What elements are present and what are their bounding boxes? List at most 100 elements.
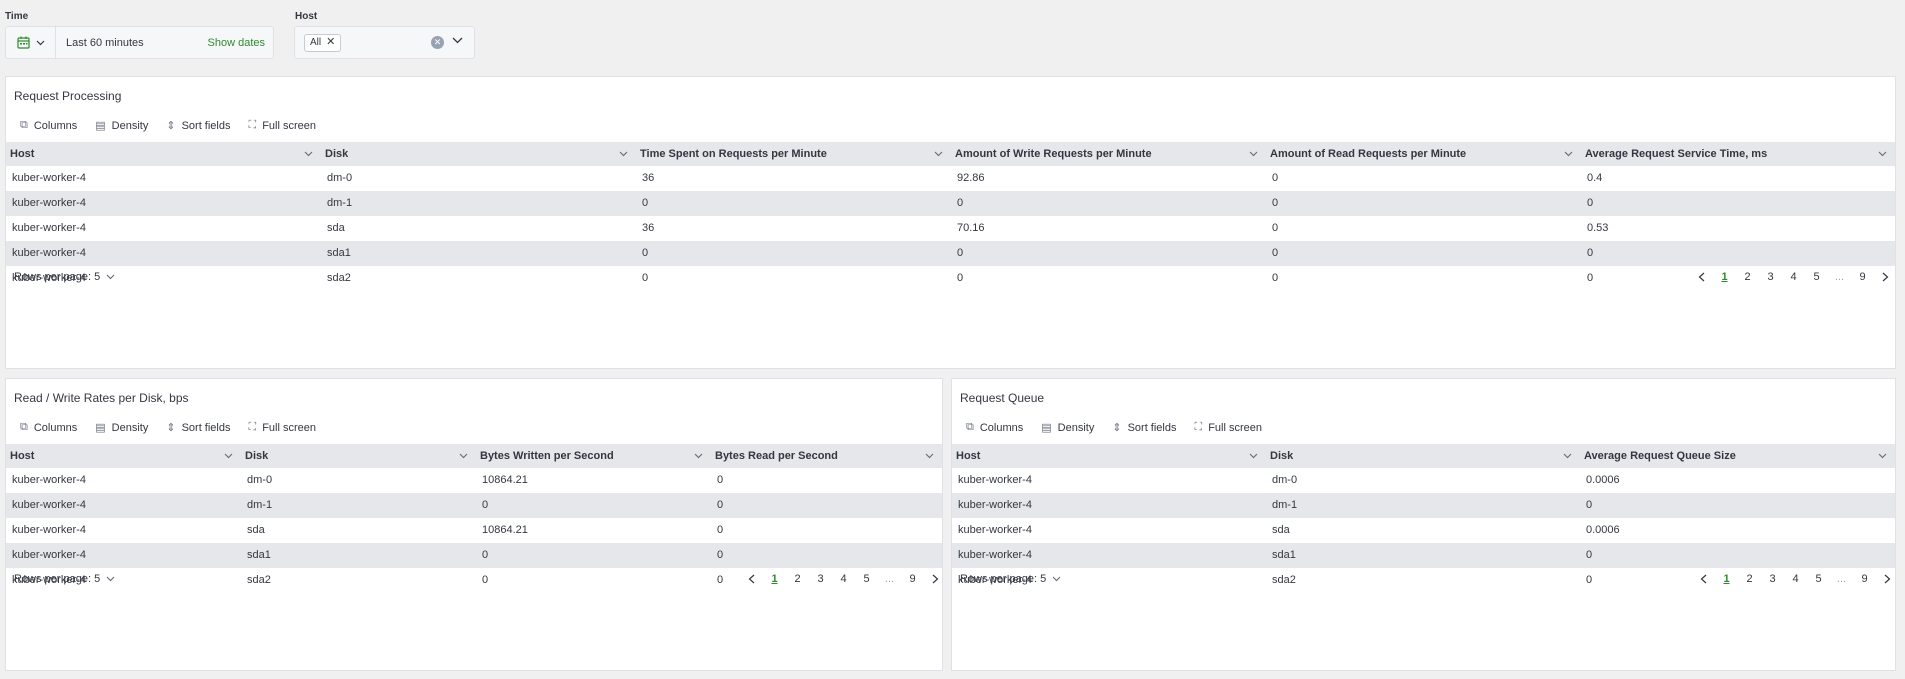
chevron-down-icon[interactable]: [224, 444, 233, 468]
column-header[interactable]: Bytes Written per Second: [476, 444, 711, 468]
full-screen-button[interactable]: ⛶ Full screen: [1195, 421, 1263, 434]
columns-button[interactable]: ⧉ Columns: [20, 421, 77, 434]
page-button[interactable]: 2: [1744, 271, 1751, 283]
read-write-rates-panel: Read / Write Rates per Disk, bps ⧉ Columns…: [5, 378, 943, 671]
show-dates-link[interactable]: Show dates: [207, 36, 265, 49]
density-button[interactable]: ▤ Density: [95, 421, 148, 435]
page-button[interactable]: 1: [1723, 573, 1730, 585]
time-range-text[interactable]: Last 60 minutes: [66, 36, 144, 49]
chevron-down-icon[interactable]: [619, 142, 628, 166]
pagination-ellipsis: ...: [1834, 271, 1845, 283]
chevron-down-icon[interactable]: [1249, 142, 1258, 166]
full-screen-button[interactable]: ⛶ Full screen: [249, 421, 317, 434]
page-button[interactable]: 1: [1721, 271, 1728, 283]
columns-icon: ⧉: [20, 421, 28, 433]
table-cell: dm-1: [247, 499, 273, 511]
chevron-down-icon[interactable]: [694, 444, 703, 468]
density-button[interactable]: ▤ Density: [95, 119, 148, 133]
rows-per-page-select[interactable]: Rows per page: 5: [14, 271, 115, 283]
rows-per-page-select[interactable]: Rows per page: 5: [960, 573, 1061, 585]
columns-button[interactable]: ⧉ Columns: [20, 119, 77, 132]
column-header[interactable]: Average Request Service Time, ms: [1581, 142, 1895, 166]
column-header[interactable]: Bytes Read per Second: [711, 444, 942, 468]
page-button[interactable]: 9: [1861, 573, 1868, 585]
sort-fields-button[interactable]: ⇕ Sort fields: [1112, 421, 1176, 435]
table-cell: kuber-worker-4: [12, 499, 86, 511]
full-screen-button[interactable]: ⛶ Full screen: [249, 119, 317, 132]
table-cell: 0.0006: [1586, 474, 1620, 486]
column-header-label: Host: [10, 148, 35, 160]
column-header[interactable]: Time Spent on Requests per Minute: [636, 142, 951, 166]
columns-button[interactable]: ⧉ Columns: [966, 421, 1023, 434]
chevron-down-icon[interactable]: [459, 444, 468, 468]
table-cell: kuber-worker-4: [958, 499, 1032, 511]
chevron-down-icon[interactable]: [1564, 142, 1573, 166]
column-header[interactable]: Host: [952, 444, 1266, 468]
chevron-down-icon[interactable]: [934, 142, 943, 166]
table-cell: kuber-worker-4: [12, 247, 86, 259]
chevron-left-icon[interactable]: [1690, 271, 1713, 283]
sort-fields-button[interactable]: ⇕ Sort fields: [166, 421, 230, 435]
sort-icon: ⇕: [166, 120, 176, 132]
table-cell: 0: [957, 247, 964, 259]
chevron-down-icon: [1052, 573, 1061, 585]
chevron-down-icon[interactable]: [1878, 142, 1887, 166]
page-button[interactable]: 1: [771, 573, 778, 585]
page-button[interactable]: 3: [1769, 573, 1776, 585]
column-header[interactable]: Host: [6, 142, 321, 166]
page-button[interactable]: 9: [1859, 271, 1866, 283]
chevron-down-icon[interactable]: [304, 142, 313, 166]
column-header[interactable]: Amount of Write Requests per Minute: [951, 142, 1266, 166]
clear-icon[interactable]: ✕: [431, 36, 444, 49]
chevron-left-icon[interactable]: [740, 573, 763, 585]
chevron-left-icon[interactable]: [1692, 573, 1715, 585]
density-button[interactable]: ▤ Density: [1041, 421, 1094, 435]
chevron-down-icon[interactable]: [1878, 444, 1887, 468]
page-button[interactable]: 5: [1815, 573, 1822, 585]
page-button[interactable]: 2: [1746, 573, 1753, 585]
page-button[interactable]: 4: [1790, 271, 1797, 283]
table-header: Host Disk Bytes Written per Second Bytes Re…: [6, 444, 942, 468]
table-cell: kuber-worker-4: [12, 222, 86, 234]
page-button[interactable]: 3: [817, 573, 824, 585]
table-row: kuber-worker-4 dm-1 0 0 0 0: [6, 191, 1895, 216]
table-cell: 0: [1586, 574, 1593, 586]
remove-chip-icon[interactable]: ✕: [326, 36, 336, 48]
host-filter[interactable]: All ✕ ✕: [294, 26, 475, 59]
chevron-down-icon: [36, 40, 44, 45]
columns-icon: ⧉: [966, 421, 974, 433]
column-header[interactable]: Disk: [321, 142, 636, 166]
table-cell: kuber-worker-4: [12, 172, 86, 184]
column-header[interactable]: Amount of Read Requests per Minute: [1266, 142, 1581, 166]
column-header[interactable]: Host: [6, 444, 241, 468]
chevron-right-icon[interactable]: [924, 573, 947, 585]
page-button[interactable]: 2: [794, 573, 801, 585]
column-header[interactable]: Average Request Queue Size: [1580, 444, 1895, 468]
rows-per-page-select[interactable]: Rows per page: 5: [14, 573, 115, 585]
page-button[interactable]: 4: [840, 573, 847, 585]
density-icon: ▤: [95, 120, 106, 132]
column-header[interactable]: Disk: [1266, 444, 1580, 468]
chevron-down-icon: [106, 573, 115, 585]
page-button[interactable]: 5: [863, 573, 870, 585]
full-screen-label: Full screen: [1208, 421, 1262, 434]
chevron-down-icon[interactable]: [925, 444, 934, 468]
table-row: kuber-worker-4 sda1 0 0: [6, 543, 942, 568]
column-header[interactable]: Disk: [241, 444, 476, 468]
date-picker-button[interactable]: [6, 27, 56, 58]
table-cell: 36: [642, 222, 655, 234]
chevron-right-icon[interactable]: [1874, 271, 1897, 283]
page-button[interactable]: 3: [1767, 271, 1774, 283]
table-cell: kuber-worker-4: [12, 524, 86, 536]
chevron-right-icon[interactable]: [1876, 573, 1899, 585]
page-button[interactable]: 4: [1792, 573, 1799, 585]
page-button[interactable]: 5: [1813, 271, 1820, 283]
chevron-down-icon[interactable]: [1249, 444, 1258, 468]
page-button[interactable]: 9: [909, 573, 916, 585]
table-row: kuber-worker-4 sda1 0: [952, 543, 1895, 568]
table-toolbar: ⧉ Columns ▤ Density ⇕ Sort fields ⛶ Full screen: [966, 421, 1262, 434]
sort-fields-button[interactable]: ⇕ Sort fields: [166, 119, 230, 133]
chevron-down-icon[interactable]: [452, 37, 463, 44]
table-row: kuber-worker-4 dm-1 0 0: [6, 493, 942, 518]
chevron-down-icon[interactable]: [1563, 444, 1572, 468]
